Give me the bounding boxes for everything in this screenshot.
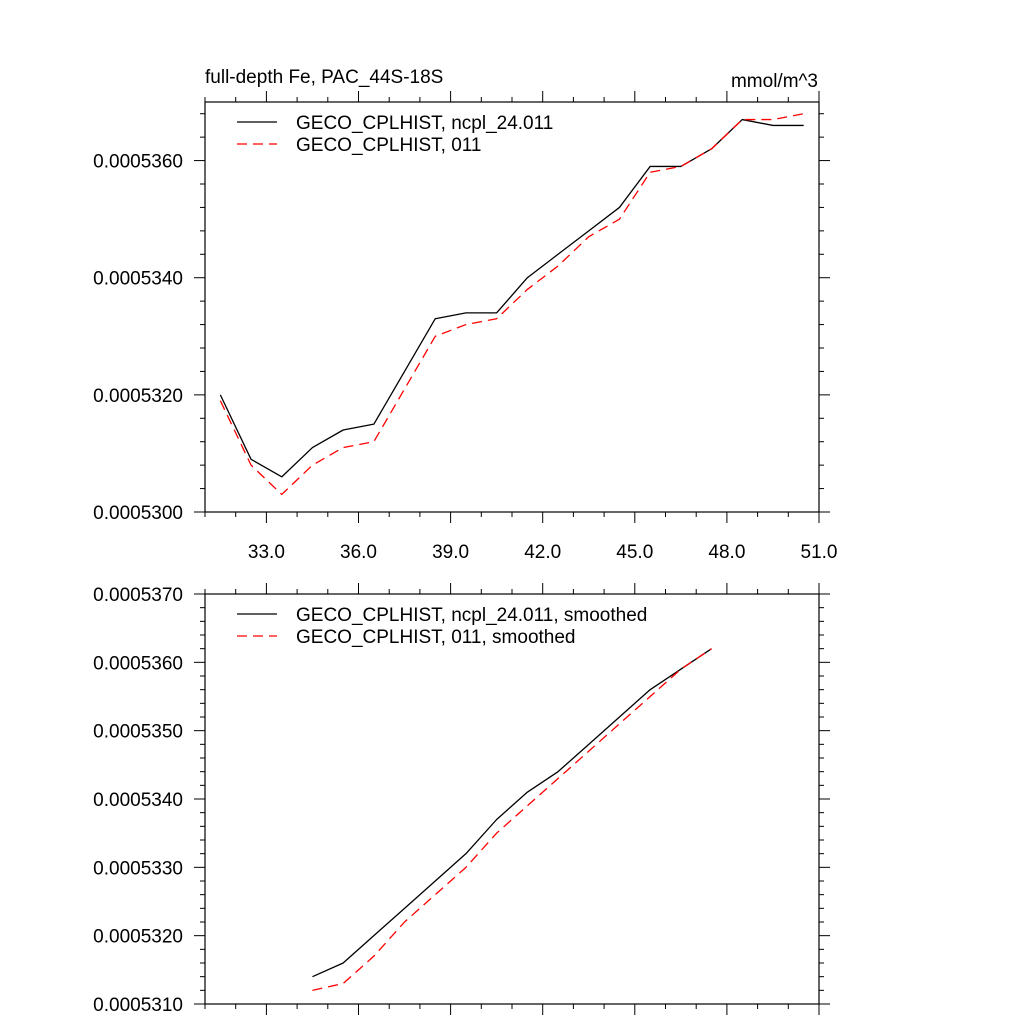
- top-chart-y-tick-label: 0.0005360: [93, 152, 183, 173]
- top-chart-panel: full-depth Fe, PAC_44S-18S mmol/m^3 0.00…: [93, 67, 837, 563]
- top-chart-series-line-1: [219, 118, 804, 478]
- top-chart-x-tick-label: 42.0: [524, 542, 561, 563]
- bottom-chart-legend-label-2: GECO_CPLHIST, 011, smoothed: [296, 627, 576, 648]
- top-chart-y-tick-label: 0.0005300: [93, 503, 183, 524]
- bottom-chart-plot-frame: [204, 593, 820, 1005]
- top-chart-x-tick-label: 36.0: [340, 542, 377, 563]
- bottom-chart-y-tick-label: 0.0005320: [93, 927, 183, 948]
- top-chart-series: [219, 113, 804, 496]
- bottom-chart-y-tick-label: 0.0005330: [93, 858, 183, 879]
- bottom-chart-y-tick-label: 0.0005310: [93, 995, 183, 1016]
- top-chart-x-tick-label: 39.0: [432, 542, 469, 563]
- bottom-chart-series-line-1: [312, 648, 712, 978]
- top-chart-y-tick-label: 0.0005320: [93, 386, 183, 407]
- top-chart-y-tick-label: 0.0005340: [93, 269, 183, 290]
- top-chart-y-axis: 0.0005300 0.0005320 0.0005340 0.0005360: [93, 113, 830, 524]
- bottom-chart-y-tick-label: 0.0005350: [93, 722, 183, 743]
- bottom-chart-y-tick-label: 0.0005370: [93, 585, 183, 606]
- top-chart-x-axis: 33.0 36.0 39.0 42.0 45.0 48.0 51.0: [204, 91, 838, 563]
- bottom-chart-y-tick-label: 0.0005360: [93, 653, 183, 674]
- bottom-chart-x-axis: [204, 583, 820, 1015]
- bottom-chart-legend: GECO_CPLHIST, ncpl_24.011, smoothedGECO_…: [237, 605, 647, 648]
- top-chart-plot-frame: [204, 101, 820, 513]
- bottom-chart-y-axis: 0.0005310 0.0005320 0.0005330 0.0005340 0.00…: [93, 585, 830, 1016]
- bottom-chart-y-tick-label: 0.0005340: [93, 790, 183, 811]
- top-chart-legend-label-2: GECO_CPLHIST, 011: [296, 135, 482, 156]
- top-chart-legend-label-1: GECO_CPLHIST, ncpl_24.011: [296, 113, 553, 134]
- bottom-chart-panel: 0.0005310 0.0005320 0.0005330 0.0005340 0.00…: [93, 583, 830, 1016]
- top-chart-x-tick-label: 45.0: [616, 542, 653, 563]
- top-chart-x-tick-label: 48.0: [708, 542, 745, 563]
- bottom-chart-legend-label-1: GECO_CPLHIST, ncpl_24.011, smoothed: [296, 605, 647, 626]
- top-chart-x-tick-label: 51.0: [801, 542, 838, 563]
- top-chart-units: mmol/m^3: [731, 71, 818, 92]
- top-chart-series-line-2: [219, 113, 804, 496]
- bottom-chart-series-line-2: [312, 648, 712, 991]
- top-chart-title: full-depth Fe, PAC_44S-18S: [205, 67, 443, 88]
- top-chart-x-tick-label: 33.0: [248, 542, 285, 563]
- bottom-chart-series: [312, 648, 712, 991]
